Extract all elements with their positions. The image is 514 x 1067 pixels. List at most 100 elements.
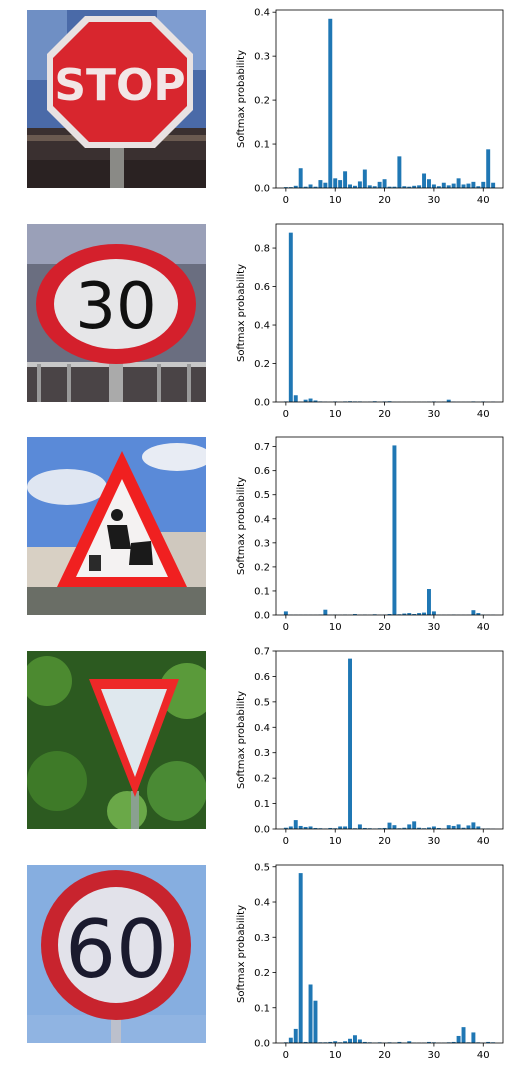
bar	[491, 182, 496, 188]
bar	[451, 1041, 456, 1043]
y-tick-label: 0.2	[254, 968, 270, 979]
bar	[352, 614, 357, 615]
bar	[348, 1038, 352, 1043]
bar	[372, 186, 377, 188]
bar	[431, 826, 436, 829]
x-tick-label: 10	[329, 409, 342, 420]
bar	[397, 1041, 402, 1043]
y-tick-label: 0.5	[254, 862, 270, 873]
bar	[486, 149, 491, 188]
y-tick-label: 0.6	[254, 282, 270, 293]
bar	[402, 186, 407, 188]
y-tick-label: 0.5	[254, 697, 270, 708]
bar	[436, 186, 441, 188]
bar	[328, 1041, 333, 1043]
y-tick-label: 0.3	[254, 52, 270, 63]
chart-5: 0 10 20 30 40 0.0 0.1 0.2 0.3 0.4 0.5 Softmax proba…	[230, 855, 514, 1065]
bar	[486, 1041, 491, 1043]
bar	[288, 826, 293, 829]
bar	[397, 156, 402, 188]
bar	[313, 827, 318, 829]
bar	[348, 184, 352, 188]
bar	[313, 1000, 318, 1043]
x-tick-label: 0	[283, 409, 289, 420]
bar	[303, 826, 308, 829]
y-tick-label: 0.4	[254, 514, 270, 525]
x-tick-label: 0	[283, 622, 289, 633]
bar	[451, 183, 456, 188]
bar	[338, 180, 343, 188]
bar	[357, 824, 362, 829]
bar	[352, 185, 357, 188]
y-tick-label: 0.1	[254, 1003, 270, 1014]
y-tick-label: 0.1	[254, 799, 270, 810]
speed-limit-60-image: 60	[27, 865, 206, 1043]
y-tick-label: 0.4	[254, 8, 270, 19]
y-tick-label: 0.6	[254, 672, 270, 683]
y-tick-label: 0.7	[254, 647, 270, 658]
bar	[308, 826, 313, 829]
bar	[308, 184, 313, 188]
bar	[412, 614, 417, 615]
bar	[471, 1032, 476, 1043]
y-axis-label: Softmax probability	[236, 50, 247, 148]
x-tick-label: 30	[428, 195, 441, 206]
bar	[422, 173, 427, 188]
x-tick-label: 40	[477, 836, 490, 847]
bar	[288, 1037, 293, 1043]
y-tick-label: 0.0	[254, 1039, 270, 1050]
bar	[461, 1027, 466, 1043]
bar	[333, 178, 338, 188]
x-tick-label: 30	[428, 836, 441, 847]
bar	[471, 181, 476, 188]
bar	[288, 232, 293, 402]
bar	[476, 613, 481, 615]
speed-limit-30-text: 30	[75, 270, 156, 344]
y-axis-label: Softmax probability	[236, 691, 247, 789]
bar	[352, 1035, 357, 1043]
y-tick-label: 0.0	[254, 611, 270, 622]
chart-svg: 0 10 20 30 40 0.0 0.2 0.4 0.6 0.8 Softmax probabil…	[236, 223, 504, 420]
bar	[412, 821, 417, 829]
bar	[343, 1041, 348, 1043]
bar	[407, 824, 412, 829]
bar	[283, 827, 288, 829]
stop-sign-image: STOP	[27, 10, 206, 188]
bar	[446, 185, 451, 188]
y-tick-label: 0.0	[254, 825, 270, 836]
bar	[343, 171, 348, 188]
chart-4: 0 10 20 30 40 0.0 0.1 0.2 0.3 0.4 0.5 0.6 0.7 Softmax…	[230, 641, 514, 851]
bar	[293, 185, 298, 188]
bar	[436, 827, 441, 829]
bar	[362, 1041, 367, 1043]
bar	[446, 399, 451, 402]
x-tick-label: 30	[428, 622, 441, 633]
y-axis-label: Softmax probability	[236, 264, 247, 362]
bar	[382, 827, 387, 829]
bar	[308, 398, 313, 402]
bar	[427, 827, 431, 829]
bar	[293, 395, 298, 402]
y-tick-label: 0.4	[254, 321, 270, 332]
bar	[461, 184, 466, 188]
bar	[303, 399, 308, 402]
bar	[451, 825, 456, 829]
bar	[348, 658, 352, 829]
y-axis-label: Softmax probability	[236, 905, 247, 1003]
bar	[328, 827, 333, 829]
y-tick-label: 0.2	[254, 562, 270, 573]
x-tick-label: 40	[477, 409, 490, 420]
bar	[407, 613, 412, 615]
y-tick-label: 0.4	[254, 723, 270, 734]
y-tick-label: 0.1	[254, 140, 270, 151]
bar	[328, 18, 333, 188]
speed-limit-30-image: 30	[27, 224, 206, 402]
bar	[466, 825, 471, 829]
x-tick-label: 40	[477, 622, 490, 633]
bar	[357, 181, 362, 188]
chart-2: 0 10 20 30 40 0.0 0.2 0.4 0.6 0.8 Softmax probabil…	[230, 214, 514, 424]
x-tick-label: 20	[378, 409, 391, 420]
x-tick-label: 30	[428, 409, 441, 420]
y-tick-label: 0.0	[254, 184, 270, 195]
bar	[293, 1028, 298, 1043]
